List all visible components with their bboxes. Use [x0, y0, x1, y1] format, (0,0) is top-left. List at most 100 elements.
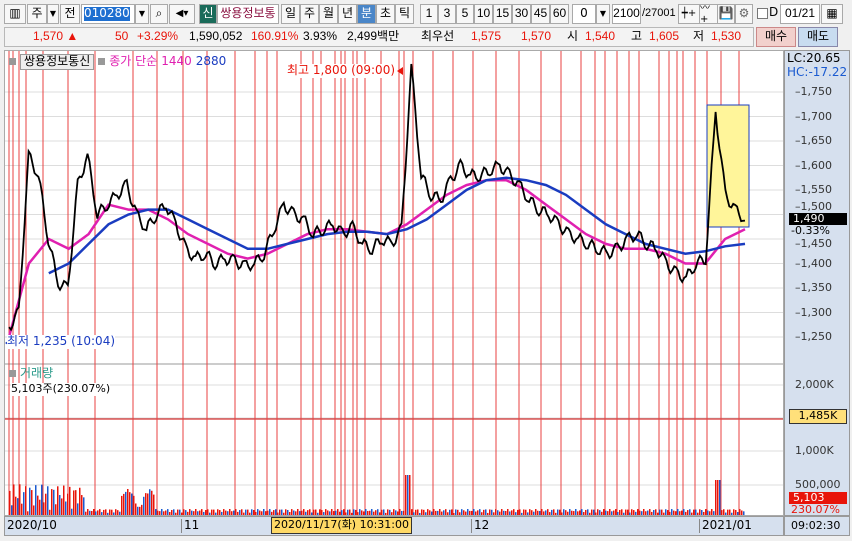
y-axis[interactable]: LC:20.65 HC:-17.22 –1,750 –1,700 –1,650 –1,… [784, 50, 850, 516]
interval-3[interactable]: 3 [438, 4, 456, 24]
volume-bar [319, 509, 321, 515]
volume-bar [157, 510, 159, 515]
volume-bar [299, 511, 301, 515]
volume-bar [633, 510, 635, 515]
volume-bar [689, 509, 691, 515]
volume-bar [717, 480, 719, 515]
volume-bar [171, 509, 173, 515]
volume-bar [155, 509, 157, 515]
d-checkbox[interactable] [757, 8, 768, 19]
volume-bar [111, 509, 113, 515]
volume-bar [305, 511, 307, 515]
y-tick: –1,450 [795, 237, 832, 250]
volume-bar [647, 510, 649, 515]
interval-60[interactable]: 60 [550, 4, 569, 24]
volume-bar [349, 509, 351, 515]
volume-tick: 2,000K [795, 378, 834, 391]
volume-bar [545, 510, 547, 515]
volume-bar [225, 510, 227, 515]
save-icon[interactable]: 💾 [717, 4, 735, 24]
stock-code-input[interactable]: 010280 [81, 4, 135, 24]
volume-bar [517, 509, 519, 515]
volume-bar [411, 509, 413, 515]
prev-button[interactable]: 전 [60, 4, 80, 24]
volume-bar [341, 510, 343, 515]
volume-bar [59, 495, 61, 515]
volume-bar [537, 510, 539, 515]
interval-5[interactable]: 5 [456, 4, 474, 24]
open-label: 시 [567, 29, 579, 43]
layout-icon[interactable]: ▥ [4, 4, 26, 24]
chart-area[interactable]: 쌍용정보통신 종가 단순 1440 2880 최고 1,800 (09:00) … [4, 50, 784, 516]
volume-bar [143, 496, 145, 515]
volume-bar [233, 510, 235, 515]
volume-bar [475, 511, 477, 515]
period-4[interactable]: 분 [357, 4, 376, 24]
volume-bar [245, 509, 247, 515]
volume-bar [721, 510, 723, 515]
offset-input[interactable]: 0 [572, 4, 596, 24]
volume-bar [661, 509, 663, 515]
interval-1[interactable]: 1 [420, 4, 438, 24]
chevron-down-icon[interactable]: ▼ [135, 4, 149, 24]
volume-bar [567, 511, 569, 515]
period-3[interactable]: 년 [338, 4, 357, 24]
date-input[interactable]: 01/21 [780, 4, 820, 24]
sell-button[interactable]: 매도 [798, 27, 838, 47]
add-candle-icon[interactable]: ┿+ [678, 4, 700, 24]
volume-bar [129, 492, 131, 515]
volume-bar [605, 510, 607, 515]
volume-bar [179, 509, 181, 515]
interval-10[interactable]: 10 [474, 4, 493, 24]
period-6[interactable]: 틱 [395, 4, 414, 24]
x-label: 2021/01 [699, 518, 752, 533]
volume-bar [465, 511, 467, 515]
period-unit[interactable]: 주 [27, 4, 47, 24]
speaker-icon[interactable]: ◀▾ [169, 4, 195, 24]
volume-bar [659, 509, 661, 515]
volume-bar [547, 509, 549, 515]
count-input[interactable]: 2100 [612, 4, 641, 24]
volume-bar [631, 509, 633, 515]
period-2[interactable]: 월 [319, 4, 338, 24]
volume-bar [423, 509, 425, 515]
volume-bar [347, 509, 349, 515]
chevron-down-icon[interactable]: ▼ [596, 4, 610, 24]
interval-45[interactable]: 45 [531, 4, 550, 24]
interval-15[interactable]: 15 [493, 4, 512, 24]
period-5[interactable]: 초 [376, 4, 395, 24]
volume-bar [373, 511, 375, 515]
search-icon[interactable]: ⌕ [150, 4, 168, 24]
period-0[interactable]: 일 [281, 4, 300, 24]
price-chart[interactable] [5, 51, 783, 515]
volume-bar [611, 511, 613, 515]
chevron-down-icon[interactable]: ▼ [47, 4, 59, 24]
volume-bar [435, 510, 437, 515]
volume-bar [243, 512, 245, 515]
volume-bar [351, 512, 353, 515]
volume-bar [81, 495, 83, 515]
calendar-icon[interactable]: ▦ [821, 4, 843, 24]
period-1[interactable]: 주 [300, 4, 319, 24]
last-price-label: 1,490 [789, 213, 847, 225]
current-time: 09:02:30 [784, 516, 850, 536]
volume-bar [655, 509, 657, 515]
stock-name[interactable]: 쌍용정보통 [217, 4, 279, 24]
volume-legend: 거래량 [9, 366, 53, 381]
volume-bar [169, 511, 171, 515]
volume-bar [253, 510, 255, 515]
volume-bar [327, 510, 329, 515]
add-line-icon[interactable]: 〰+ [699, 3, 719, 25]
volume-bar [447, 512, 449, 515]
volume-bar [393, 509, 395, 515]
volume-bar [361, 510, 363, 515]
volume-bar [471, 510, 473, 515]
volume-bar [265, 511, 267, 515]
gear-icon[interactable]: ⚙ [735, 4, 753, 24]
buy-button[interactable]: 매수 [756, 27, 796, 47]
legend-stock[interactable]: 쌍용정보통신 [20, 54, 95, 70]
volume-bar [687, 510, 689, 515]
volume-bar [485, 509, 487, 515]
volume-bar [677, 509, 679, 515]
interval-30[interactable]: 30 [512, 4, 531, 24]
